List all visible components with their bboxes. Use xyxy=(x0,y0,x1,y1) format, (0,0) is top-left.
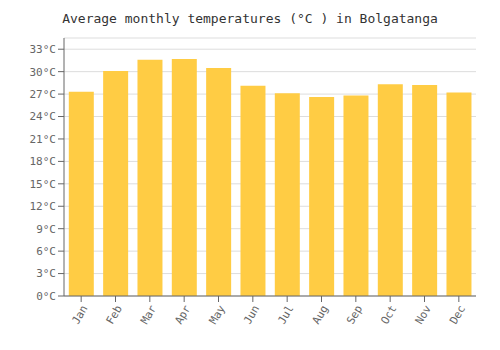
svg-text:Oct: Oct xyxy=(378,303,399,327)
svg-text:Apr: Apr xyxy=(172,303,193,327)
svg-text:Aug: Aug xyxy=(310,303,331,327)
svg-text:3°C: 3°C xyxy=(36,267,56,280)
svg-text:Sep: Sep xyxy=(344,303,365,327)
svg-text:Dec: Dec xyxy=(447,303,468,327)
svg-text:May: May xyxy=(207,303,228,327)
svg-text:Feb: Feb xyxy=(104,303,125,327)
svg-text:0°C: 0°C xyxy=(36,290,56,303)
svg-text:6°C: 6°C xyxy=(36,245,56,258)
html-text:Average monthly temperatures (: Average monthly temperatures (°C ) in Bo… xyxy=(62,11,438,26)
svg-text:Mar: Mar xyxy=(138,303,159,327)
svg-text:18°C: 18°C xyxy=(30,155,57,168)
svg-text:Nov: Nov xyxy=(413,303,434,327)
svg-text:33°C: 33°C xyxy=(30,43,57,56)
svg-text:Jan: Jan xyxy=(69,303,90,327)
svg-text:24°C: 24°C xyxy=(30,110,57,123)
svg-text:Jul: Jul xyxy=(275,303,296,327)
svg-text:21°C: 21°C xyxy=(30,133,57,146)
svg-text:27°C: 27°C xyxy=(30,88,57,101)
svg-text:12°C: 12°C xyxy=(30,200,57,213)
svg-text:9°C: 9°C xyxy=(36,223,56,236)
svg-text:15°C: 15°C xyxy=(30,178,57,191)
svg-text:Jun: Jun xyxy=(241,303,262,327)
svg-text:30°C: 30°C xyxy=(30,66,57,79)
